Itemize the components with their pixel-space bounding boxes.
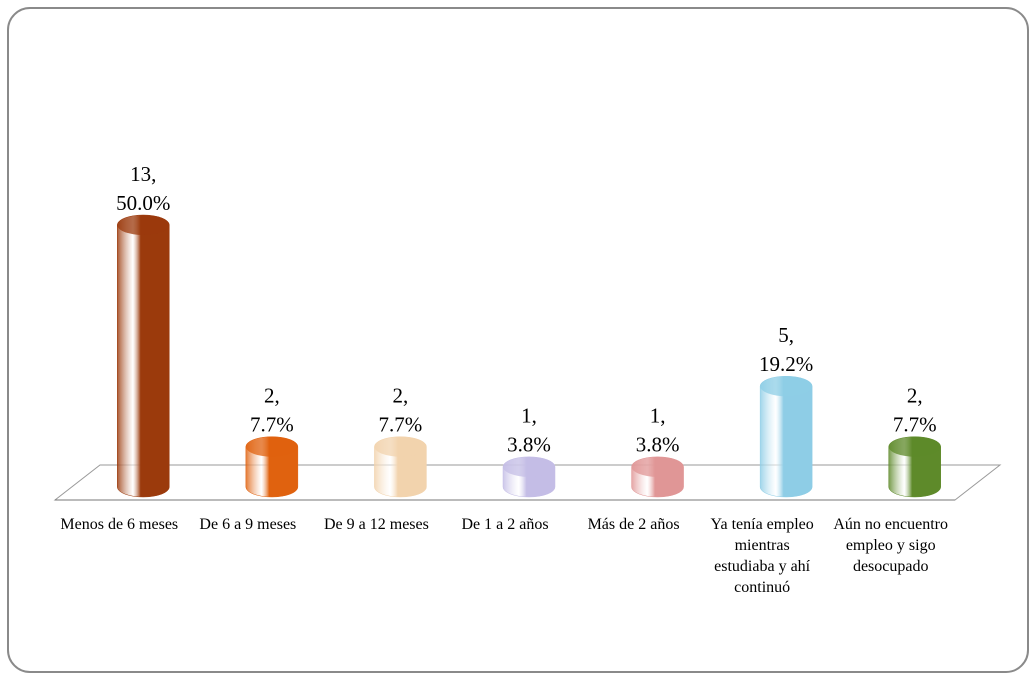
x-tick-label: De 6 a 9 meses xyxy=(199,516,297,533)
bar-top xyxy=(245,436,298,457)
data-label: 7.7% xyxy=(379,413,423,437)
data-label: 2, xyxy=(907,384,923,408)
bar-top xyxy=(888,436,941,457)
x-tick-label: Aún no encuentro empleo y sigo desocupad… xyxy=(833,516,949,575)
x-tick-label: Menos de 6 meses xyxy=(60,516,179,533)
data-label: 7.7% xyxy=(893,413,937,437)
data-label: 1, xyxy=(650,404,666,428)
data-label: 2, xyxy=(393,384,409,408)
bar-top xyxy=(117,215,170,235)
data-label: 1, xyxy=(521,404,537,428)
x-tick-label: Más de 2 años xyxy=(587,516,680,533)
data-label: 13, xyxy=(130,162,156,186)
data-label: 3.8% xyxy=(507,433,551,457)
x-tick-label: De 1 a 2 años xyxy=(461,516,549,533)
data-label: 5, xyxy=(778,323,794,347)
bar xyxy=(117,214,170,498)
bar-top xyxy=(760,376,813,397)
x-tick-label: De 9 a 12 meses xyxy=(323,516,429,533)
data-label: 19.2% xyxy=(759,352,813,376)
bar-top xyxy=(631,456,684,477)
x-tick-label: Ya tenía empleo mientras estudiaba y ahí… xyxy=(710,516,814,596)
bar-top xyxy=(374,436,427,457)
data-label: 3.8% xyxy=(636,433,680,457)
data-label: 50.0% xyxy=(116,191,170,215)
chart-frame xyxy=(7,7,1029,673)
bar-top xyxy=(503,456,555,477)
data-label: 7.7% xyxy=(250,413,294,437)
data-label: 2, xyxy=(264,384,280,408)
